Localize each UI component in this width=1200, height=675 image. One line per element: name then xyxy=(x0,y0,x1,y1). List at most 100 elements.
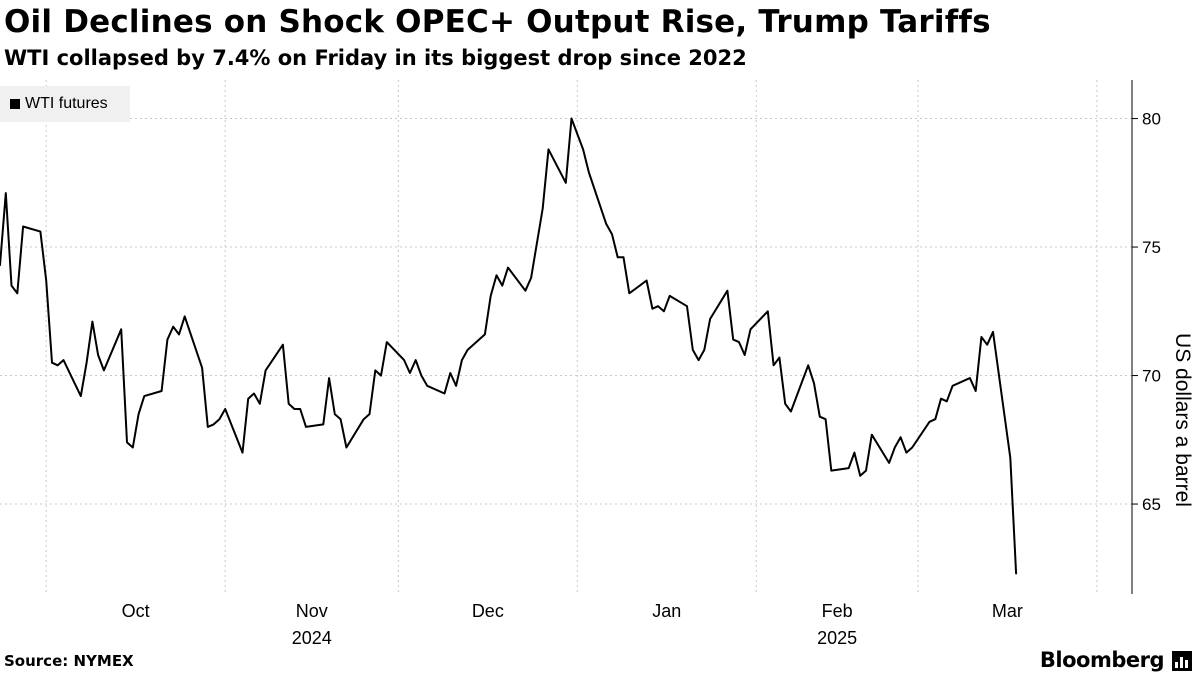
bloomberg-terminal-icon xyxy=(1172,651,1192,671)
chart-legend: WTI futures xyxy=(0,86,130,122)
data-point xyxy=(669,295,671,297)
data-point xyxy=(86,362,88,364)
data-point xyxy=(611,233,613,235)
data-point xyxy=(340,418,342,420)
data-point xyxy=(969,377,971,379)
source-note: Source: NYMEX xyxy=(4,652,134,670)
data-point xyxy=(784,403,786,405)
data-point xyxy=(911,446,913,449)
data-point xyxy=(91,321,93,323)
data-point xyxy=(830,470,832,472)
data-point xyxy=(703,349,705,351)
y-axis: 65 70 75 80 xyxy=(1131,80,1161,594)
data-point xyxy=(293,408,295,410)
data-point xyxy=(986,344,988,346)
data-point xyxy=(62,359,65,361)
data-point xyxy=(628,292,630,294)
data-point xyxy=(132,446,134,449)
data-point xyxy=(143,395,145,397)
x-tick-label: Jan xyxy=(652,601,681,621)
data-point xyxy=(588,171,590,174)
data-point xyxy=(905,452,908,454)
y-axis-label: US dollars a barrel xyxy=(1171,333,1194,507)
data-point xyxy=(363,418,365,420)
data-point xyxy=(709,318,711,320)
x-year-label: 2025 xyxy=(817,628,857,648)
data-point xyxy=(605,223,607,225)
data-point xyxy=(213,423,215,425)
data-point xyxy=(241,452,244,454)
data-point xyxy=(894,446,896,449)
data-point xyxy=(744,354,746,356)
data-point xyxy=(103,369,105,371)
data-point xyxy=(778,357,781,359)
x-tick-label: Feb xyxy=(822,601,853,621)
data-point xyxy=(265,369,267,371)
data-point xyxy=(328,377,330,379)
data-point xyxy=(224,408,226,410)
data-point xyxy=(975,390,977,392)
data-point xyxy=(738,341,740,343)
data-point xyxy=(1009,457,1011,459)
data-point xyxy=(305,426,307,428)
data-point xyxy=(698,359,700,361)
data-point xyxy=(646,279,648,282)
data-point xyxy=(0,264,1,266)
line-chart: Oct Nov 2024 Dec Jan Feb 2025 Mar 65 70 75 80 US d… xyxy=(0,80,1194,648)
chart-grid xyxy=(0,80,1132,594)
data-point xyxy=(282,344,284,346)
data-point xyxy=(57,364,59,366)
data-point xyxy=(467,349,469,351)
data-point xyxy=(161,390,163,392)
data-point xyxy=(322,423,324,425)
data-point xyxy=(946,400,948,402)
data-point xyxy=(443,392,446,395)
data-point xyxy=(501,285,503,287)
bloomberg-logo: Bloomberg xyxy=(1039,648,1165,672)
data-point xyxy=(900,436,902,438)
y-tick-label: 65 xyxy=(1142,495,1161,514)
data-point xyxy=(5,192,7,194)
data-point xyxy=(992,331,994,333)
data-point xyxy=(980,336,983,338)
data-point xyxy=(334,413,336,415)
data-points xyxy=(0,117,1017,574)
y-tick-label: 80 xyxy=(1142,110,1161,129)
data-point xyxy=(732,339,734,341)
x-tick-label: Dec xyxy=(472,601,504,621)
data-point xyxy=(767,310,769,312)
data-point xyxy=(807,364,809,366)
data-point xyxy=(686,305,688,307)
data-point xyxy=(455,385,457,387)
data-point xyxy=(692,349,694,351)
data-point xyxy=(138,413,140,415)
data-point xyxy=(449,372,451,374)
data-point xyxy=(201,367,203,369)
data-point xyxy=(409,372,411,374)
data-point xyxy=(726,290,729,292)
data-point xyxy=(380,375,382,377)
data-point xyxy=(80,395,82,397)
chart-title: Oil Declines on Shock OPEC+ Output Rise,… xyxy=(4,4,991,40)
x-axis: Oct Nov 2024 Dec Jan Feb 2025 Mar xyxy=(122,601,1023,648)
data-point xyxy=(120,328,122,330)
data-point xyxy=(207,426,209,428)
data-point xyxy=(952,385,954,387)
data-point xyxy=(178,333,180,335)
x-year-label: 2024 xyxy=(292,628,332,648)
data-point xyxy=(259,403,261,405)
data-point xyxy=(253,392,255,395)
data-point xyxy=(940,398,942,400)
data-point xyxy=(184,315,186,317)
data-point xyxy=(97,354,99,356)
data-point xyxy=(166,339,168,341)
data-point xyxy=(617,256,619,258)
legend-swatch xyxy=(10,99,20,109)
chart-subtitle: WTI collapsed by 7.4% on Friday in its b… xyxy=(4,46,747,70)
data-point xyxy=(651,308,654,310)
data-point xyxy=(374,369,376,371)
data-point xyxy=(657,305,659,307)
data-point xyxy=(524,290,527,292)
data-point xyxy=(1015,572,1017,574)
data-point xyxy=(871,434,873,436)
